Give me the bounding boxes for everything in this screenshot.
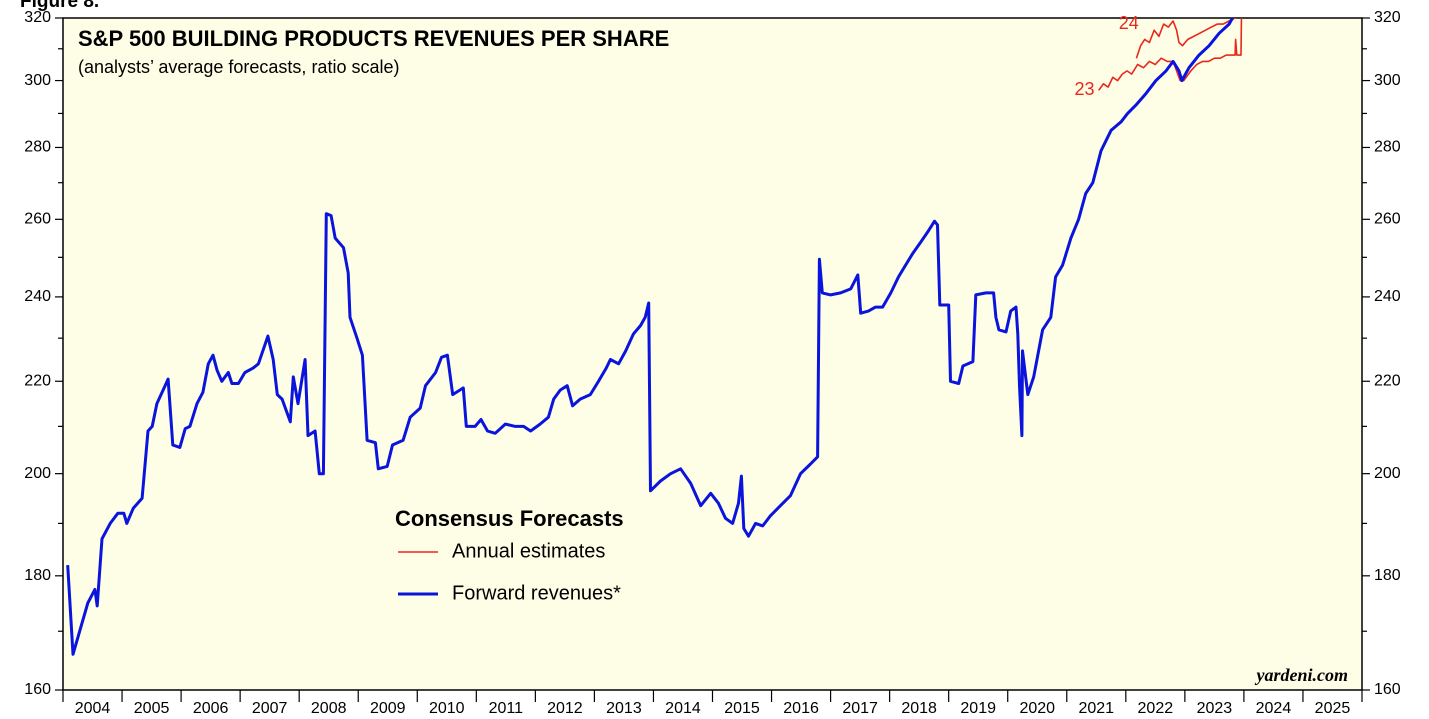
x-tick-label: 2009 bbox=[370, 700, 406, 717]
x-tick-label: 2021 bbox=[1078, 700, 1114, 717]
y-tick-label: 180 bbox=[24, 567, 51, 584]
y-tick-label: 320 bbox=[24, 9, 51, 26]
y2-tick-label: 160 bbox=[1374, 681, 1401, 698]
x-tick-label: 2018 bbox=[901, 700, 937, 717]
legend-label: Annual estimates bbox=[452, 540, 605, 562]
x-tick-label: 2007 bbox=[252, 700, 288, 717]
y2-tick-label: 280 bbox=[1374, 139, 1401, 156]
x-tick-label: 2022 bbox=[1138, 700, 1174, 717]
plot-area bbox=[62, 17, 1363, 691]
series-line bbox=[1135, 18, 1237, 59]
legend-label: Forward revenues* bbox=[452, 582, 621, 604]
x-tick-label: 2010 bbox=[429, 700, 465, 717]
y2-tick-label: 200 bbox=[1374, 465, 1401, 482]
y2-tick-label: 220 bbox=[1374, 372, 1401, 389]
series-line bbox=[1098, 18, 1243, 91]
x-tick-label: 2017 bbox=[842, 700, 878, 717]
x-tick-label: 2013 bbox=[606, 700, 642, 717]
y-tick-label: 300 bbox=[24, 72, 51, 89]
legend-title: Consensus Forecasts bbox=[395, 506, 624, 531]
x-tick-label: 2024 bbox=[1256, 700, 1292, 717]
y2-tick-label: 180 bbox=[1374, 567, 1401, 584]
y2-tick-label: 240 bbox=[1374, 288, 1401, 305]
x-tick-label: 2012 bbox=[547, 700, 583, 717]
chart-subtitle: (analysts’ average forecasts, ratio scal… bbox=[78, 57, 399, 77]
y2-tick-label: 320 bbox=[1374, 9, 1401, 26]
x-tick-label: 2008 bbox=[311, 700, 347, 717]
chart-title: S&P 500 BUILDING PRODUCTS REVENUES PER S… bbox=[78, 26, 669, 51]
x-tick-label: 2014 bbox=[665, 700, 701, 717]
x-tick-label: 2015 bbox=[724, 700, 760, 717]
figure-label: Figure 8. bbox=[20, 0, 99, 12]
y-tick-label: 160 bbox=[24, 681, 51, 698]
series-line bbox=[66, 18, 1235, 656]
x-tick-label: 2020 bbox=[1019, 700, 1055, 717]
x-tick-label: 2019 bbox=[960, 700, 996, 717]
x-tick-label: 2011 bbox=[489, 700, 524, 717]
annotation: 23 bbox=[1074, 79, 1094, 99]
annotation: 24 bbox=[1119, 13, 1139, 33]
y2-tick-label: 260 bbox=[1374, 211, 1401, 228]
y-tick-label: 260 bbox=[24, 211, 51, 228]
x-tick-label: 2023 bbox=[1197, 700, 1233, 717]
y-tick-label: 240 bbox=[24, 288, 51, 305]
x-tick-label: 2004 bbox=[75, 700, 111, 717]
x-tick-label: 2016 bbox=[783, 700, 819, 717]
x-tick-label: 2006 bbox=[193, 700, 229, 717]
x-tick-label: 2025 bbox=[1315, 700, 1351, 717]
y2-tick-label: 300 bbox=[1374, 72, 1401, 89]
y-tick-label: 220 bbox=[24, 372, 51, 389]
y-tick-label: 200 bbox=[24, 465, 51, 482]
plot-lines bbox=[66, 18, 1243, 656]
x-tick-label: 2005 bbox=[134, 700, 170, 717]
y-tick-label: 280 bbox=[24, 139, 51, 156]
source: yardeni.com bbox=[1255, 665, 1349, 685]
